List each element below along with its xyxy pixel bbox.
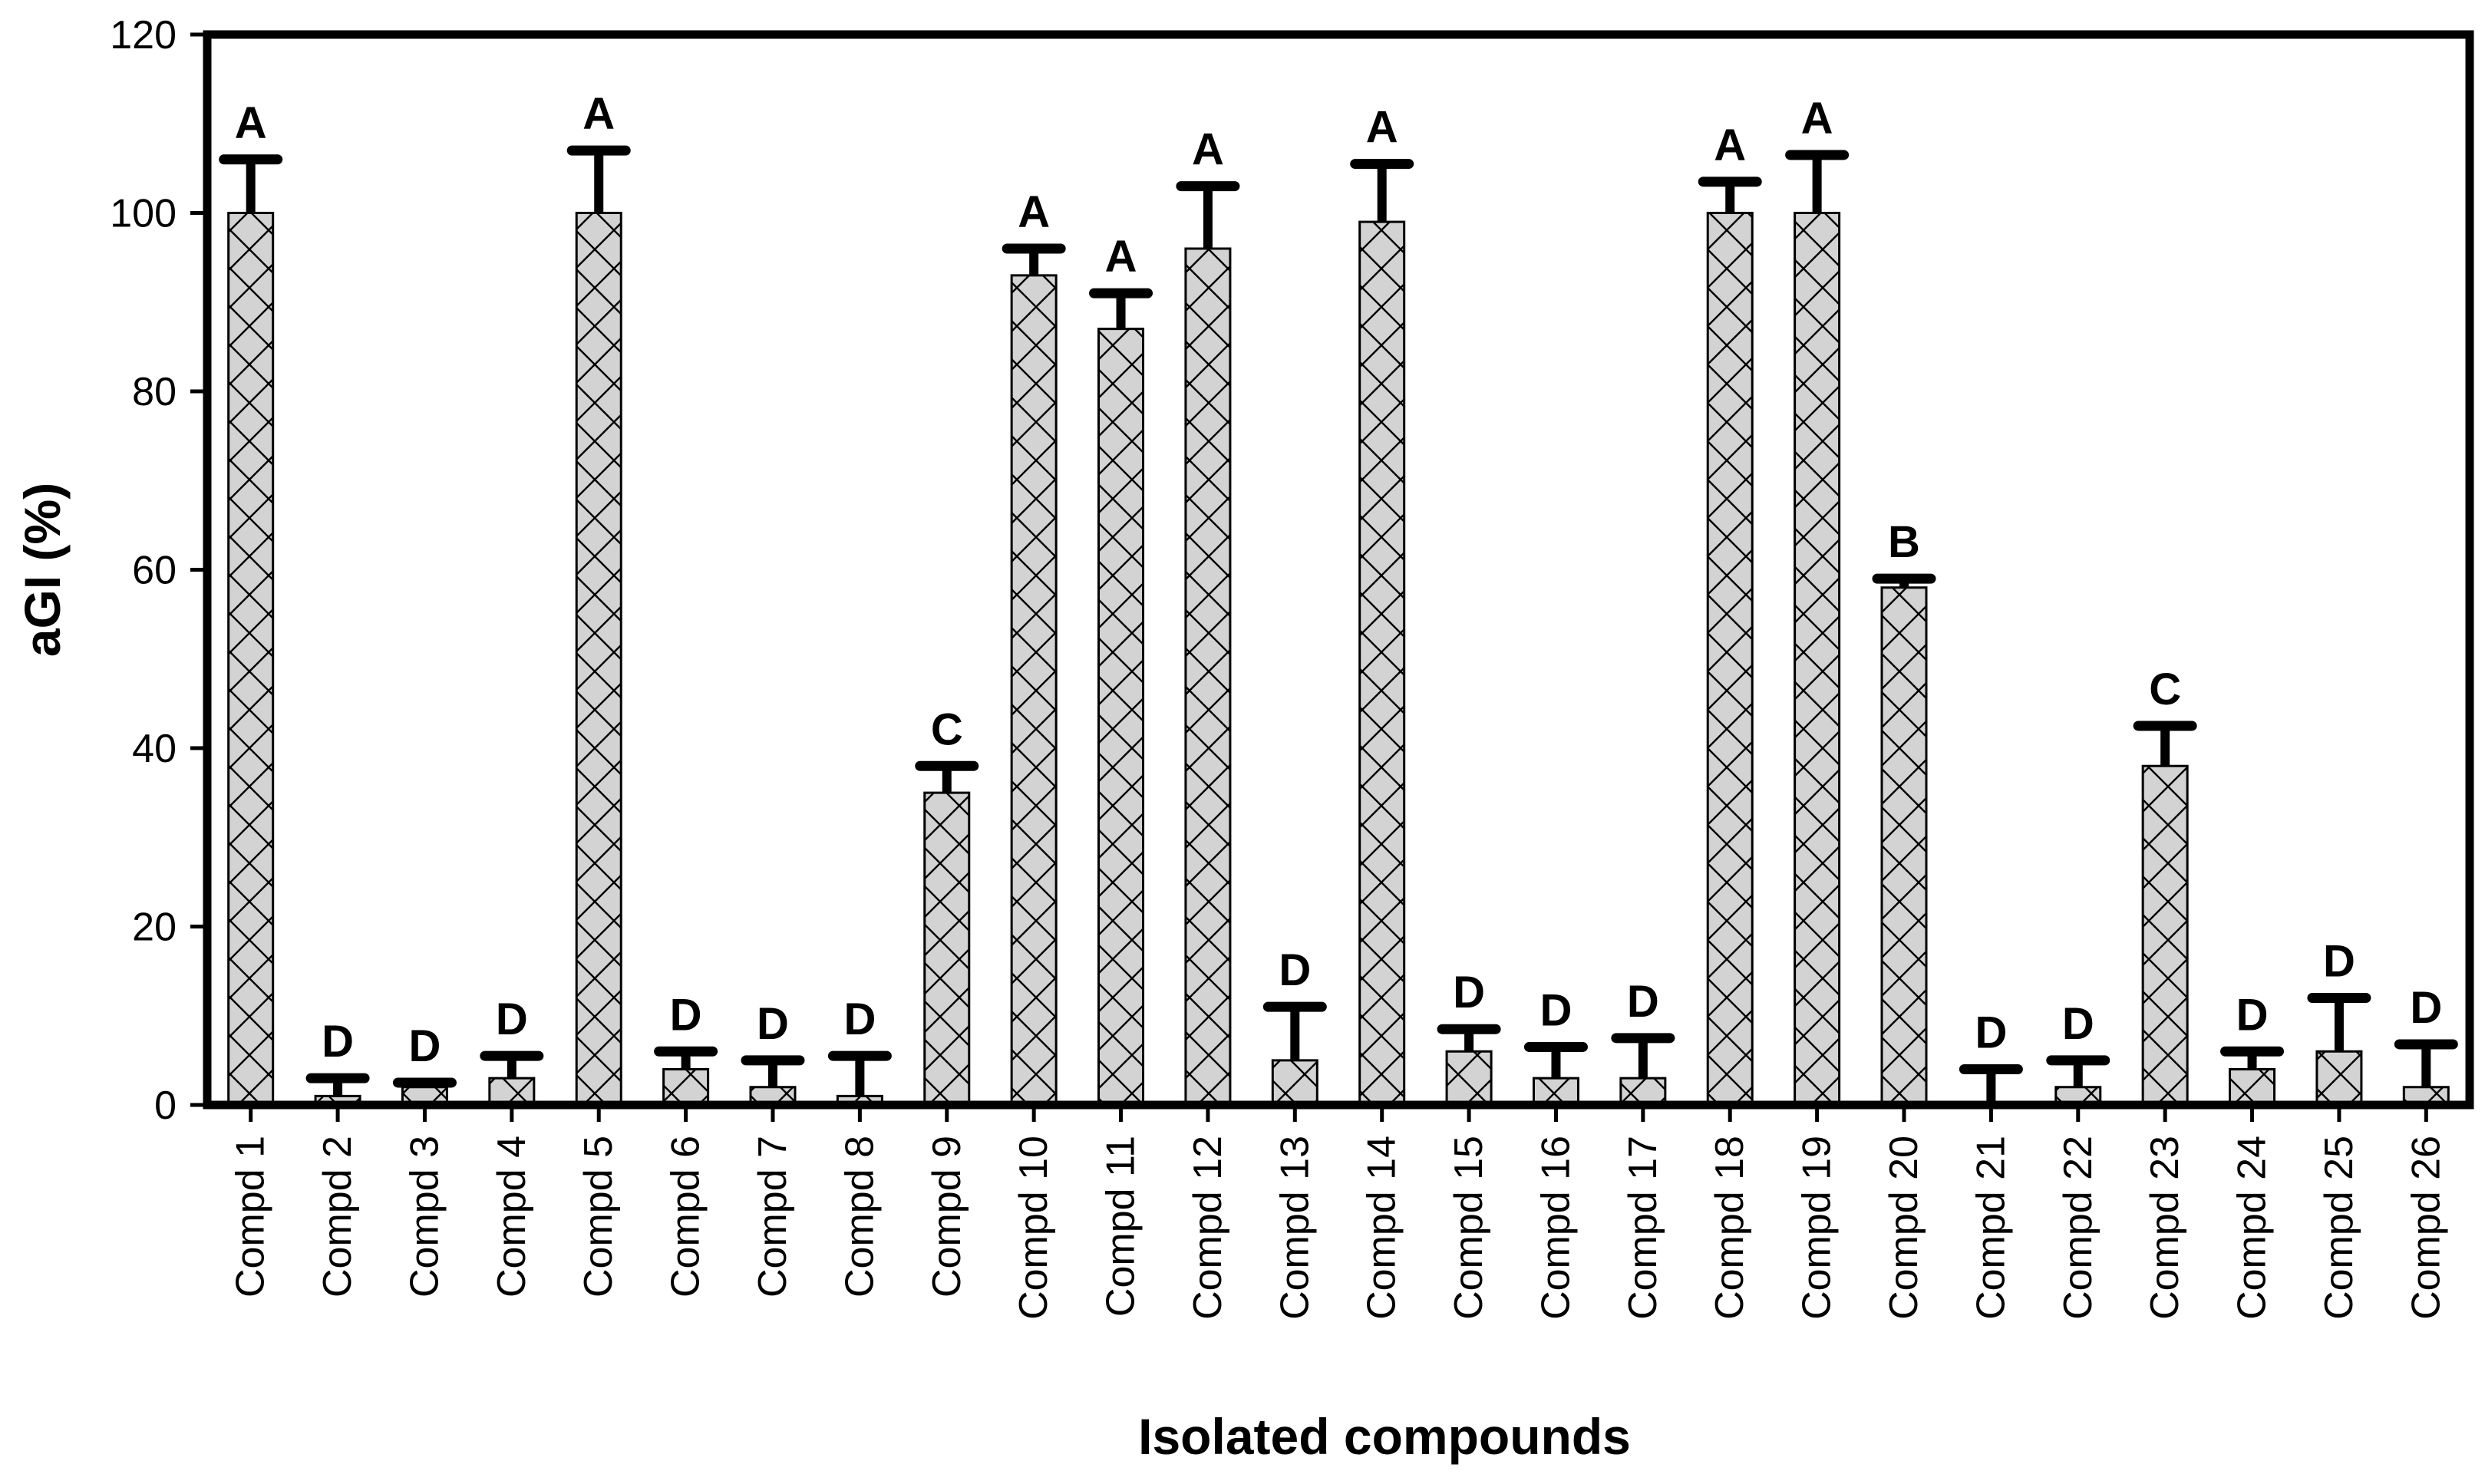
x-tick-label: Compd 12: [1186, 1136, 1230, 1320]
x-tick-label: Compd 3: [402, 1136, 447, 1298]
y-axis-title: aGI (%): [14, 483, 71, 657]
bar: [1097, 328, 1145, 1106]
significance-label: A: [1192, 125, 1224, 175]
y-tick-label: 100: [110, 192, 177, 236]
significance-label: D: [757, 999, 789, 1049]
y-tick-label: 80: [132, 370, 177, 414]
significance-label: D: [1279, 945, 1311, 995]
bar: [1445, 1050, 1493, 1106]
x-tick-label: Compd 22: [2056, 1136, 2101, 1320]
bar: [1880, 586, 1928, 1106]
x-tick-label: Compd 14: [1360, 1136, 1404, 1320]
x-axis-title: Isolated compounds: [1138, 1408, 1631, 1465]
significance-letters: A D D D A D D D C A A A D A D D D A A B D D C D D D: [235, 89, 2443, 1071]
significance-label: C: [2149, 665, 2181, 714]
x-tick-label: Compd 20: [1882, 1136, 1926, 1320]
x-tick-label: Compd 19: [1795, 1136, 1840, 1320]
x-tick-label: Compd 15: [1447, 1136, 1491, 1320]
y-tick-label: 60: [132, 549, 177, 593]
significance-label: D: [2236, 990, 2269, 1040]
x-tick-label: Compd 23: [2143, 1136, 2187, 1320]
significance-label: A: [1366, 103, 1398, 153]
significance-label: A: [1018, 187, 1050, 237]
significance-label: D: [1975, 1008, 2007, 1058]
x-tick-label: Compd 10: [1011, 1136, 1056, 1320]
y-tick-label: 0: [154, 1083, 177, 1128]
x-tick-label: Compd 1: [229, 1136, 273, 1298]
bar: [1358, 220, 1406, 1106]
significance-label: D: [322, 1017, 354, 1067]
significance-label: D: [1540, 985, 1573, 1035]
bar: [662, 1068, 710, 1106]
significance-label: A: [582, 89, 615, 139]
significance-label: D: [409, 1021, 441, 1071]
x-axis: Compd 1 Compd 2 Compd 3 Compd 4 Compd 5 Compd…: [229, 1105, 2448, 1320]
x-tick-label: Compd 21: [1969, 1136, 2013, 1320]
bar: [2141, 764, 2189, 1106]
bar: [2315, 1050, 2363, 1106]
x-tick-label: Compd 25: [2317, 1136, 2361, 1320]
y-tick-label: 20: [132, 905, 177, 950]
significance-label: A: [1801, 94, 1833, 143]
significance-label: D: [1627, 977, 1659, 1027]
x-tick-label: Compd 13: [1272, 1136, 1317, 1320]
significance-label: D: [2323, 937, 2355, 987]
x-tick-label: Compd 4: [490, 1136, 534, 1298]
bar: [2229, 1068, 2276, 1106]
x-tick-label: Compd 6: [664, 1136, 708, 1298]
significance-label: D: [2062, 999, 2094, 1049]
significance-label: D: [2410, 983, 2442, 1033]
bar: [1271, 1059, 1318, 1106]
significance-label: D: [496, 994, 528, 1044]
x-tick-label: Compd 16: [1533, 1136, 1578, 1320]
bars: [227, 212, 2450, 1106]
significance-label: A: [235, 98, 267, 148]
error-bars: [219, 145, 2458, 1105]
significance-label: D: [1453, 968, 1485, 1017]
x-tick-label: Compd 24: [2230, 1136, 2275, 1320]
significance-label: D: [670, 990, 702, 1040]
significance-label: A: [1714, 120, 1746, 170]
y-tick-label: 120: [110, 13, 177, 58]
plot-frame: [203, 30, 2474, 1110]
y-tick-label: 40: [132, 727, 177, 771]
x-tick-label: Compd 2: [315, 1136, 360, 1298]
x-tick-label: Compd 9: [925, 1136, 969, 1298]
bar: [1184, 247, 1232, 1106]
x-tick-label: Compd 11: [1099, 1136, 1143, 1317]
bar: [227, 212, 275, 1106]
bar: [1706, 212, 1754, 1106]
significance-label: A: [1105, 232, 1137, 282]
x-tick-label: Compd 5: [576, 1136, 621, 1298]
bar: [575, 212, 622, 1106]
bar: [1794, 212, 1841, 1106]
x-tick-label: Compd 26: [2404, 1136, 2448, 1320]
y-axis: 0 20 40 60 80 100 120: [110, 13, 207, 1128]
x-tick-label: Compd 17: [1621, 1136, 1665, 1320]
x-tick-label: Compd 18: [1708, 1136, 1752, 1320]
bar: [1010, 274, 1058, 1106]
bar: [488, 1077, 536, 1106]
significance-label: C: [931, 704, 963, 754]
bar: [923, 791, 971, 1106]
significance-label: B: [1888, 517, 1920, 567]
x-tick-label: Compd 7: [751, 1136, 795, 1298]
x-tick-label: Compd 8: [837, 1136, 882, 1298]
significance-label: D: [843, 994, 876, 1044]
